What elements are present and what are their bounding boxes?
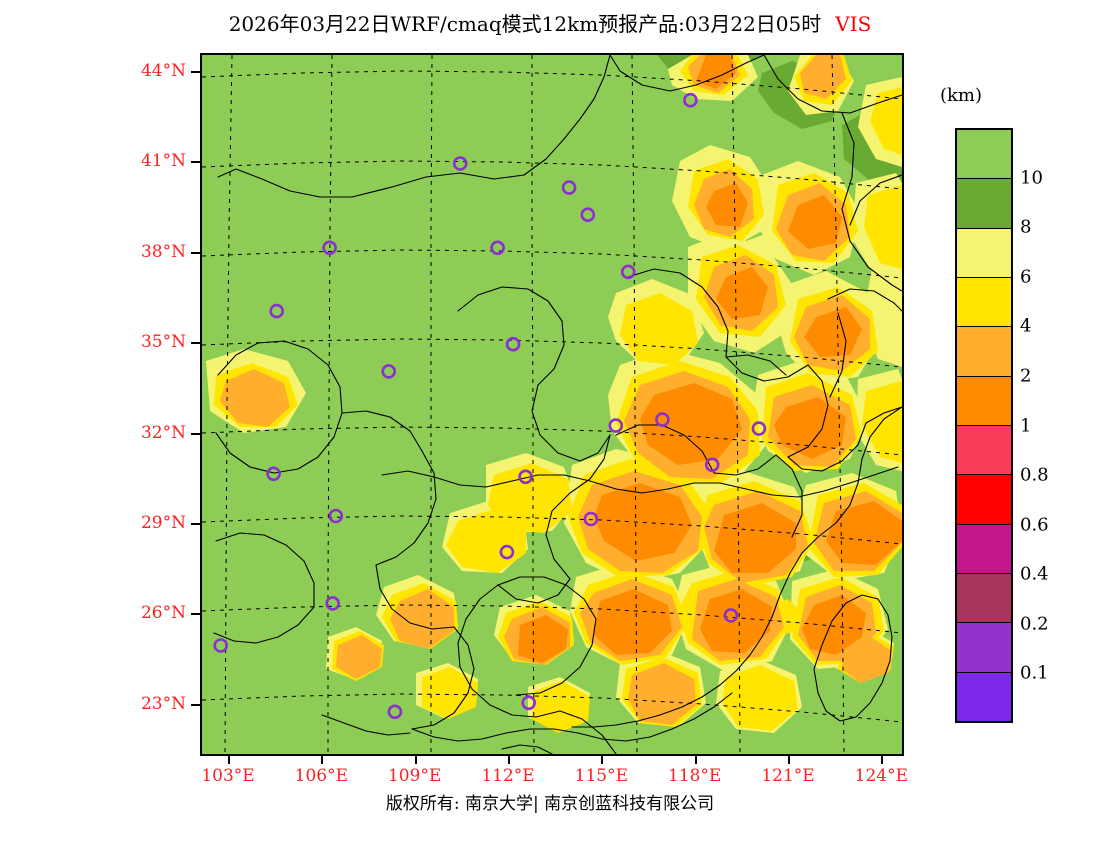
colorbar-tick-label: 0.6 [1020,514,1049,536]
lat-tick-mark [191,432,200,435]
colorbar-band[interactable] [957,623,1011,673]
lon-tick-mark [601,755,604,764]
lon-tick-mark [228,755,230,764]
station-marker[interactable] [452,156,468,171]
colorbar-tick-label: 6 [1020,266,1032,288]
station-marker[interactable] [213,638,229,653]
colorbar-band[interactable] [957,179,1011,229]
station-marker[interactable] [608,418,624,433]
station-marker[interactable] [580,207,596,222]
colorbar-tick-label: 2 [1020,365,1032,387]
lon-tick-label: 109°E [387,766,442,786]
colorbar-band[interactable] [957,228,1011,278]
colorbar-band[interactable] [957,475,1011,525]
colorbar-band[interactable] [957,277,1011,328]
colorbar-band[interactable] [957,130,1011,180]
colorbar-tick-label: 0.2 [1020,613,1049,635]
station-marker[interactable] [521,695,537,711]
station-marker[interactable] [499,544,515,560]
lon-tick-label: 103°E [201,766,255,786]
lat-tick-mark [191,342,200,345]
station-marker[interactable] [322,240,337,256]
lat-tick-label: 38°N [140,241,186,262]
colorbar-band[interactable] [957,524,1011,574]
vis-band-1-2 [518,55,902,663]
station-marker[interactable] [266,466,281,482]
station-marker[interactable] [325,596,340,611]
colorbar-tick-label: 8 [1020,216,1032,238]
colorbar-tick-label: 0.4 [1020,563,1049,585]
colorbar-band[interactable] [957,573,1011,624]
lon-tick-label: 112°E [481,766,535,786]
colorbar-tick-label: 0.8 [1020,464,1049,486]
station-marker[interactable] [505,336,521,352]
lat-tick-mark [191,613,200,616]
colorbar-unit-label: (km) [940,85,983,106]
colorbar-band[interactable] [957,376,1011,426]
station-marker[interactable] [328,508,344,524]
map-plot-area[interactable] [200,53,904,756]
copyright-footer: 版权所有: 南京大学| 南京创蓝科技有限公司 [385,794,715,814]
lon-tick-mark [881,755,884,764]
station-marker[interactable] [655,412,670,427]
colorbar-tick-label: 1 [1020,415,1032,436]
lat-tick-label: 29°N [140,513,186,534]
station-marker[interactable] [683,92,698,108]
lat-tick-mark [191,161,200,164]
station-marker[interactable] [381,364,396,379]
station-marker[interactable] [704,457,720,473]
lat-tick-label: 44°N [140,61,186,82]
station-marker[interactable] [269,303,284,319]
administrative-boundaries [213,55,902,754]
lat-tick-label: 26°N [140,603,186,624]
lon-tick-label: 106°E [294,766,348,786]
lon-tick-label: 121°E [761,766,815,786]
lon-tick-mark [321,755,324,764]
lon-tick-label: 118°E [667,766,722,786]
lat-tick-mark [191,703,200,706]
colorbar-band[interactable] [957,672,1011,721]
colorbar[interactable] [955,128,1013,723]
visibility-heatmap [202,55,902,754]
lon-tick-label: 115°E [574,766,628,786]
colorbar-tick-label: 0.1 [1020,662,1049,684]
colorbar-band[interactable] [957,327,1011,377]
station-marker-layer[interactable] [213,92,767,720]
page-title: 2026年03月22日WRF/cmaq模式12km预报产品:03月22日05时 [228,12,822,36]
lat-tick-mark [191,251,200,254]
lon-tick-label: 124°E [854,766,908,786]
lon-tick-mark [508,755,510,764]
lon-tick-mark [788,755,790,764]
station-marker[interactable] [518,469,533,485]
title-bar: 2026年03月22日WRF/cmaq模式12km预报产品:03月22日05时 V… [0,8,1100,37]
colorbar-tick-label: 4 [1020,315,1032,337]
station-marker[interactable] [561,180,577,195]
station-marker[interactable] [490,240,505,256]
variable-label: VIS [835,12,872,36]
lat-tick-label: 35°N [140,332,186,353]
colorbar-tick-label: 10 [1020,167,1043,189]
colorbar-band[interactable] [957,425,1011,476]
station-marker[interactable] [751,421,767,436]
lat-tick-mark [191,71,200,74]
lon-tick-mark [694,755,697,764]
station-marker[interactable] [620,264,636,280]
lat-tick-mark [191,523,200,526]
lat-tick-label: 32°N [140,422,186,443]
station-marker[interactable] [583,511,599,527]
station-marker[interactable] [723,608,739,623]
lon-tick-mark [414,755,417,764]
lat-tick-label: 23°N [140,693,186,714]
station-marker[interactable] [387,704,403,720]
lat-tick-label: 41°N [140,151,186,172]
